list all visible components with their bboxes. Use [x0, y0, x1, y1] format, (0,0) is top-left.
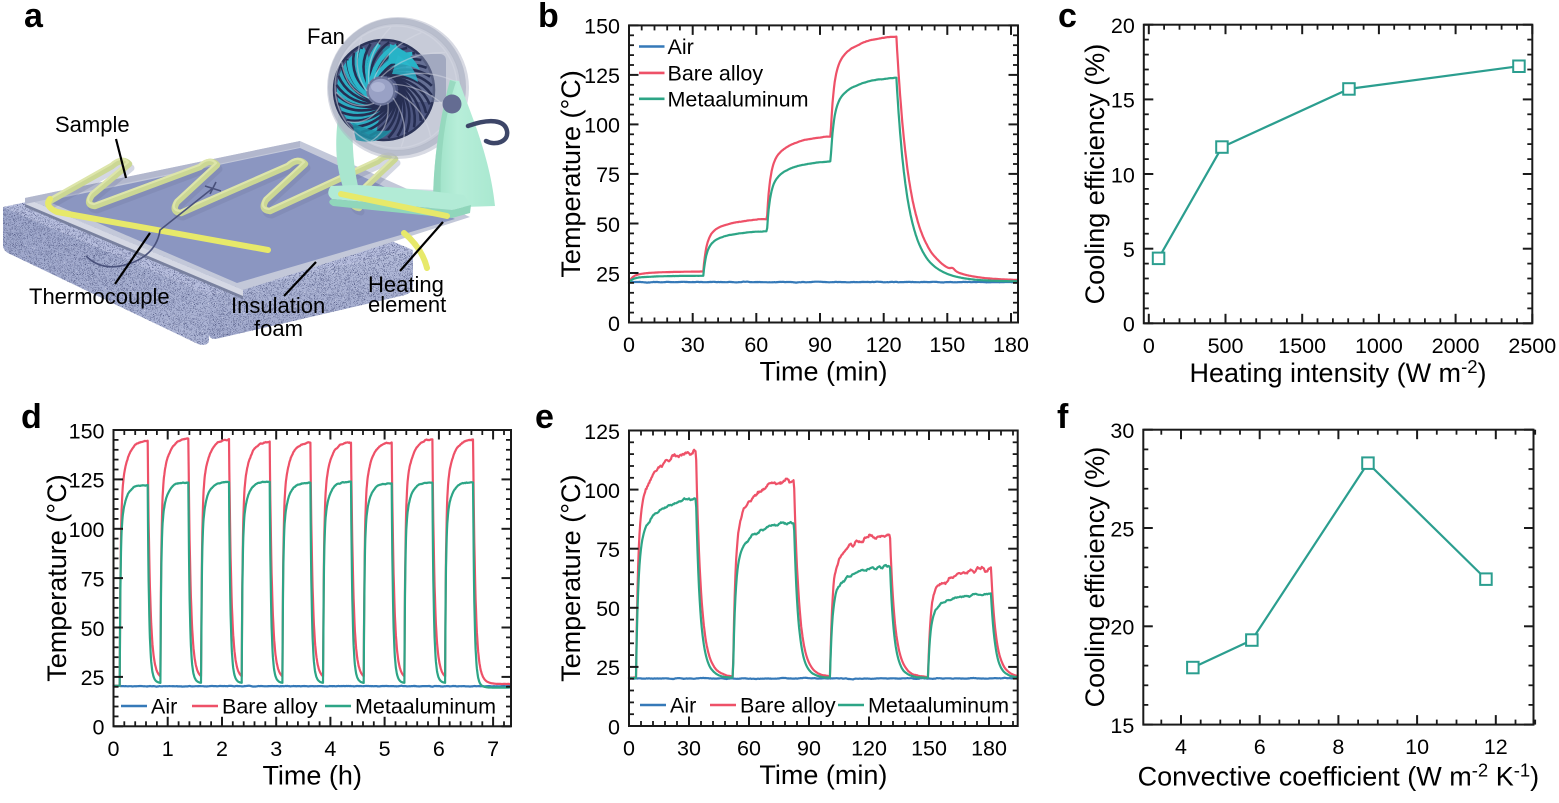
- svg-text:6: 6: [1254, 735, 1266, 759]
- svg-text:0: 0: [1123, 313, 1135, 337]
- svg-text:1500: 1500: [1278, 334, 1326, 358]
- svg-text:50: 50: [596, 597, 620, 621]
- svg-text:f: f: [1057, 398, 1069, 436]
- svg-text:Sample: Sample: [55, 112, 130, 137]
- svg-text:5: 5: [1123, 238, 1135, 262]
- svg-text:Air: Air: [151, 695, 177, 719]
- svg-text:Heating intensity (W m-2): Heating intensity (W m-2): [1189, 356, 1486, 388]
- svg-text:125: 125: [584, 64, 620, 88]
- svg-text:foam: foam: [254, 316, 303, 341]
- svg-text:0: 0: [608, 312, 620, 336]
- svg-text:Time (min): Time (min): [760, 357, 888, 387]
- svg-text:Temperature (°C): Temperature (°C): [556, 475, 586, 682]
- svg-text:100: 100: [584, 479, 620, 503]
- svg-text:Bare alloy: Bare alloy: [740, 694, 836, 718]
- svg-text:500: 500: [1208, 334, 1244, 358]
- svg-text:2000: 2000: [1432, 334, 1480, 358]
- svg-text:Metaaluminum: Metaaluminum: [668, 87, 809, 111]
- svg-text:50: 50: [596, 213, 620, 237]
- svg-text:4: 4: [324, 737, 336, 761]
- svg-text:Air: Air: [670, 694, 696, 718]
- svg-text:30: 30: [1110, 419, 1134, 443]
- svg-text:1: 1: [162, 737, 174, 761]
- svg-text:Metaaluminum: Metaaluminum: [355, 695, 496, 719]
- svg-text:element: element: [368, 292, 446, 317]
- svg-text:Metaaluminum: Metaaluminum: [868, 694, 1009, 718]
- svg-text:Time (h): Time (h): [262, 760, 362, 790]
- svg-text:75: 75: [596, 163, 620, 187]
- svg-text:2500: 2500: [1508, 334, 1556, 358]
- svg-text:0: 0: [623, 737, 635, 761]
- svg-text:25: 25: [596, 656, 620, 680]
- svg-text:60: 60: [737, 737, 761, 761]
- svg-text:Bare alloy: Bare alloy: [222, 695, 318, 719]
- svg-text:100: 100: [69, 518, 105, 542]
- svg-text:150: 150: [929, 333, 965, 357]
- svg-text:Convective coefficient (W m-2: Convective coefficient (W m-2 K-1): [1138, 760, 1540, 792]
- svg-text:6: 6: [433, 737, 445, 761]
- svg-text:4: 4: [1175, 735, 1187, 759]
- svg-text:150: 150: [911, 737, 947, 761]
- svg-text:c: c: [1058, 0, 1077, 35]
- svg-text:120: 120: [866, 333, 902, 357]
- svg-text:75: 75: [596, 538, 620, 562]
- svg-text:25: 25: [81, 666, 105, 690]
- svg-text:15: 15: [1110, 714, 1134, 738]
- svg-text:5: 5: [379, 737, 391, 761]
- svg-text:30: 30: [681, 333, 705, 357]
- svg-text:0: 0: [623, 333, 635, 357]
- svg-text:0: 0: [1143, 334, 1155, 358]
- svg-text:Bare alloy: Bare alloy: [668, 62, 764, 86]
- svg-text:7: 7: [487, 737, 499, 761]
- svg-text:Temperature (°C): Temperature (°C): [556, 70, 586, 277]
- svg-text:8: 8: [1332, 735, 1344, 759]
- svg-text:Thermocouple: Thermocouple: [29, 284, 170, 309]
- svg-text:30: 30: [677, 737, 701, 761]
- svg-text:90: 90: [797, 737, 821, 761]
- svg-text:10: 10: [1111, 163, 1135, 187]
- svg-text:Insulation: Insulation: [231, 293, 325, 318]
- svg-text:60: 60: [744, 333, 768, 357]
- svg-text:a: a: [24, 0, 44, 35]
- svg-text:100: 100: [584, 114, 620, 138]
- svg-text:25: 25: [596, 262, 620, 286]
- svg-text:20: 20: [1111, 14, 1135, 38]
- svg-text:3: 3: [270, 737, 282, 761]
- svg-text:2: 2: [216, 737, 228, 761]
- svg-text:b: b: [538, 0, 559, 35]
- svg-text:75: 75: [81, 567, 105, 591]
- svg-text:50: 50: [81, 617, 105, 641]
- svg-text:0: 0: [93, 716, 105, 740]
- svg-text:12: 12: [1484, 735, 1508, 759]
- svg-text:Cooling efficiency (%): Cooling efficiency (%): [1080, 447, 1110, 708]
- svg-text:125: 125: [584, 420, 620, 444]
- svg-text:0: 0: [608, 715, 620, 739]
- svg-text:Cooling efficiency (%): Cooling efficiency (%): [1080, 44, 1110, 305]
- svg-text:1000: 1000: [1355, 334, 1403, 358]
- svg-text:d: d: [21, 398, 42, 436]
- svg-text:150: 150: [69, 419, 105, 443]
- svg-text:150: 150: [584, 15, 620, 39]
- svg-text:90: 90: [808, 333, 832, 357]
- svg-text:25: 25: [1110, 517, 1134, 541]
- svg-text:Time (min): Time (min): [759, 760, 887, 790]
- svg-text:180: 180: [993, 333, 1029, 357]
- svg-text:Fan: Fan: [307, 24, 345, 49]
- svg-text:20: 20: [1110, 616, 1134, 640]
- svg-text:Air: Air: [668, 35, 694, 59]
- svg-text:180: 180: [971, 737, 1007, 761]
- svg-text:15: 15: [1111, 89, 1135, 113]
- svg-text:0: 0: [108, 737, 120, 761]
- svg-text:e: e: [535, 398, 554, 436]
- svg-text:10: 10: [1405, 735, 1429, 759]
- svg-text:Temperature (°C): Temperature (°C): [42, 474, 72, 681]
- svg-text:Heating: Heating: [368, 272, 444, 297]
- svg-text:125: 125: [69, 469, 105, 493]
- svg-text:120: 120: [851, 737, 887, 761]
